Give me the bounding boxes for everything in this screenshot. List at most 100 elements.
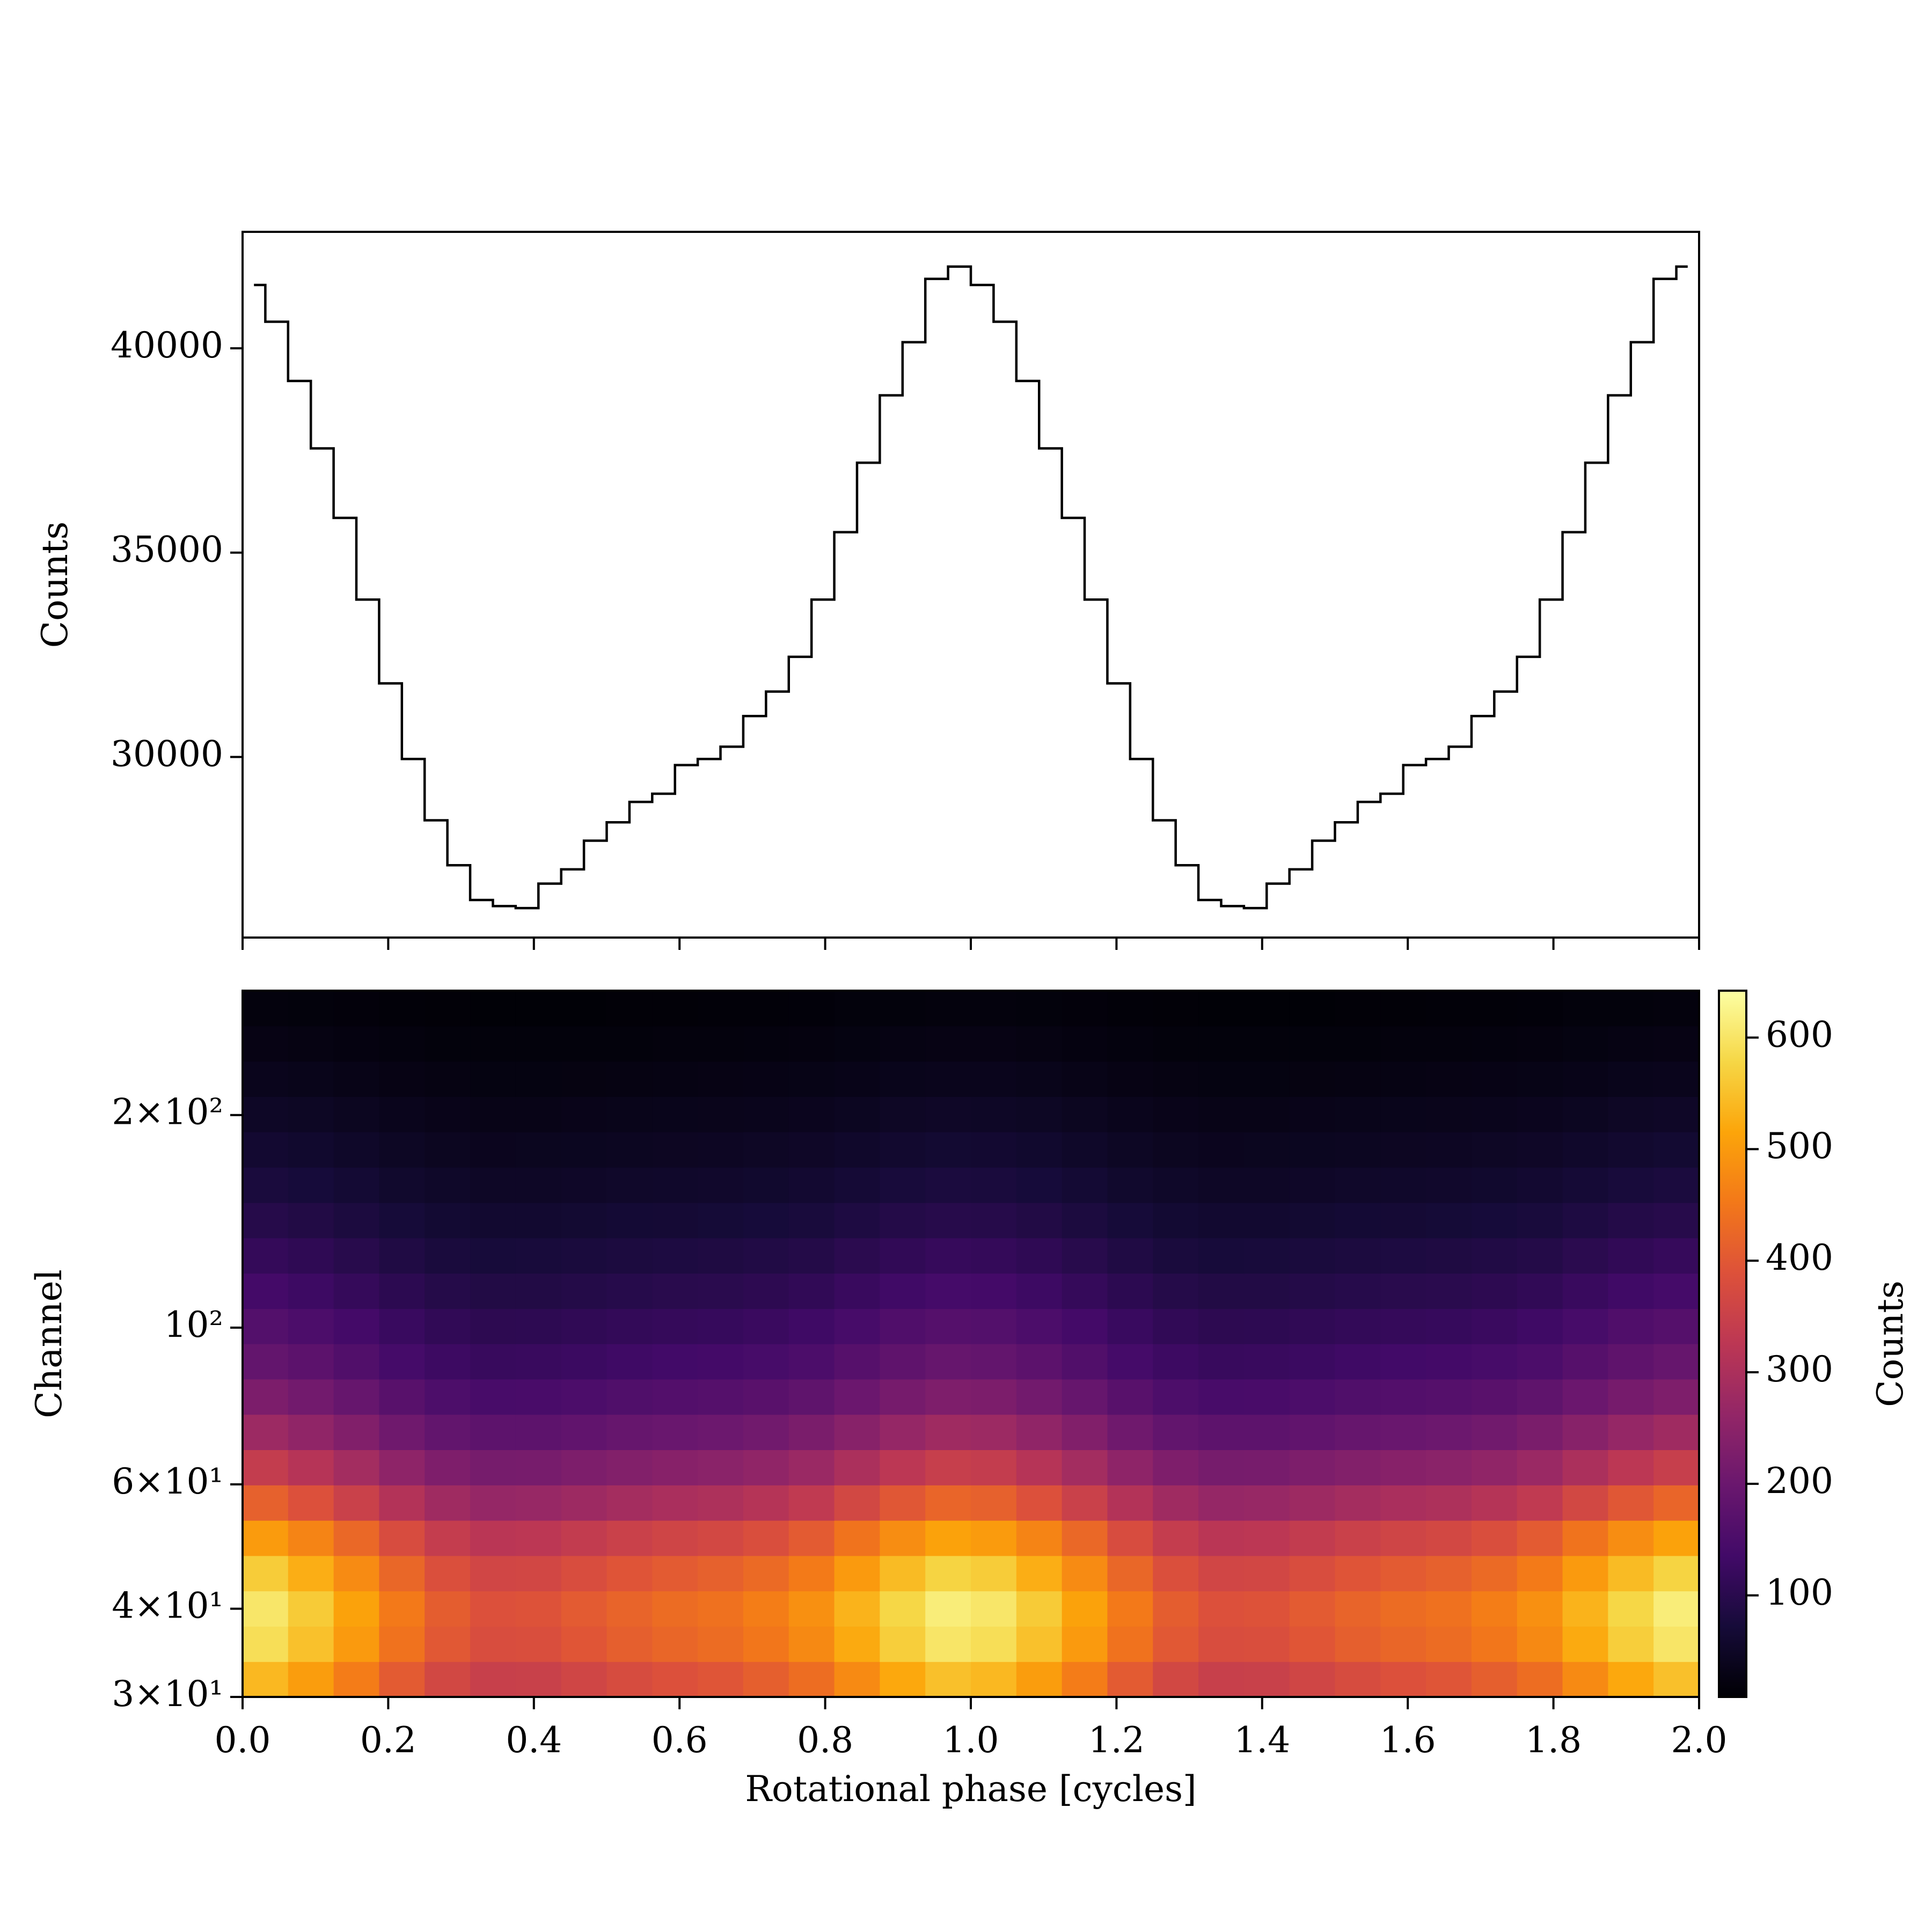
y-tick-label: 2×10² <box>112 1092 223 1133</box>
heatmap-cell <box>1517 1273 1563 1309</box>
heatmap-cell <box>425 1485 471 1521</box>
heatmap-cell <box>1016 1379 1063 1415</box>
y-tick-label: 6×10¹ <box>112 1461 223 1502</box>
heatmap-cell <box>1426 1096 1472 1132</box>
heatmap-cell <box>1471 1485 1518 1521</box>
heatmap-cell <box>788 1379 835 1415</box>
heatmap-cell <box>425 1379 471 1415</box>
heatmap-cell <box>880 1591 926 1627</box>
heatmap-cell <box>1153 1555 1199 1592</box>
heatmap-cell <box>1107 1203 1153 1239</box>
heatmap-cell <box>379 1061 425 1097</box>
heatmap-cell <box>743 1343 789 1380</box>
heatmap-cell <box>1198 1167 1245 1203</box>
heatmap-cell <box>425 1026 471 1062</box>
heatmap-cell <box>425 1414 471 1451</box>
heatmap-cell <box>743 1132 789 1168</box>
heatmap-cell <box>925 1167 971 1203</box>
heatmap-cell <box>1016 991 1063 1027</box>
heatmap-cell <box>606 1132 653 1168</box>
heatmap-cell <box>379 1238 425 1274</box>
heatmap-cell <box>606 1662 653 1697</box>
heatmap-cell <box>880 1061 926 1097</box>
heatmap-cell <box>333 1238 380 1274</box>
heatmap-cell <box>834 1414 880 1451</box>
heatmap-cell <box>743 1555 789 1592</box>
heatmap-cell <box>1335 1061 1381 1097</box>
heatmap-cell <box>1471 1026 1518 1062</box>
heatmap-cell <box>743 1167 789 1203</box>
heatmap-cell <box>1107 1662 1153 1697</box>
colorbar <box>1719 991 1746 1697</box>
heatmap-cell <box>379 1096 425 1132</box>
heatmap-cell <box>379 1414 425 1451</box>
heatmap-cell <box>1426 1555 1472 1592</box>
heatmap-cell <box>743 1626 789 1662</box>
heatmap-cell <box>698 1379 744 1415</box>
heatmap-cell <box>561 1626 608 1662</box>
heatmap-cell <box>698 1026 744 1062</box>
heatmap-cell <box>834 1026 880 1062</box>
heatmap-cell <box>288 1026 334 1062</box>
heatmap-cell <box>1198 1273 1245 1309</box>
heatmap-cell <box>1517 1379 1563 1415</box>
heatmap-cell <box>788 1238 835 1274</box>
heatmap-cell <box>243 1308 289 1344</box>
heatmap-cell <box>1107 1273 1153 1309</box>
heatmap-cell <box>1426 1591 1472 1627</box>
x-tick-label: 1.8 <box>1525 1719 1582 1761</box>
heatmap-cell <box>425 1450 471 1485</box>
heatmap-cell <box>1608 1626 1654 1662</box>
heatmap-cell <box>1608 1379 1654 1415</box>
heatmap-cell <box>1289 1061 1336 1097</box>
heatmap-cell <box>925 1450 971 1485</box>
heatmap-cell <box>1335 1167 1381 1203</box>
heatmap-cell <box>333 1662 380 1697</box>
heatmap-cell <box>1289 1308 1336 1344</box>
heatmap-cell <box>425 1238 471 1274</box>
heatmap-cell <box>880 1167 926 1203</box>
heatmap-cell <box>425 1555 471 1592</box>
heatmap-cell <box>1198 1450 1245 1485</box>
heatmap-cell <box>1153 1273 1199 1309</box>
heatmap-cell <box>1289 1450 1336 1485</box>
heatmap-cell <box>1198 1026 1245 1062</box>
heatmap-cell <box>1198 1626 1245 1662</box>
heatmap-cell <box>288 1520 334 1556</box>
heatmap-cell <box>1426 1132 1472 1168</box>
heatmap-cell <box>1107 1026 1153 1062</box>
heatmap-cell <box>333 1308 380 1344</box>
heatmap-cell <box>333 1026 380 1062</box>
heatmap-cell <box>515 1273 562 1309</box>
heatmap-cell <box>698 1061 744 1097</box>
heatmap-cell <box>1335 1026 1381 1062</box>
heatmap-cell <box>333 1132 380 1168</box>
heatmap-cell <box>1153 1485 1199 1521</box>
heatmap-cell <box>561 1591 608 1627</box>
heatmap-cell <box>470 1626 516 1662</box>
heatmap-cell <box>788 1273 835 1309</box>
heatmap-cell <box>1653 1026 1700 1062</box>
heatmap-cell <box>698 1343 744 1380</box>
heatmap-cell <box>1289 1273 1336 1309</box>
heatmap-cell <box>1426 1273 1472 1309</box>
heatmap-cell <box>698 1203 744 1239</box>
heatmap-cell <box>1243 991 1290 1027</box>
heatmap-cell <box>1380 1026 1426 1062</box>
profile-line <box>254 265 1688 910</box>
x-axis-label: Rotational phase [cycles] <box>745 1768 1196 1810</box>
heatmap-cell <box>606 1626 653 1662</box>
heatmap-cell <box>1426 1061 1472 1097</box>
heatmap-cell <box>1062 1096 1108 1132</box>
heatmap-cell <box>788 1132 835 1168</box>
heatmap-cell <box>1608 1167 1654 1203</box>
heatmap-cell <box>1380 1520 1426 1556</box>
heatmap-cell <box>834 1203 880 1239</box>
heatmap-cell <box>1653 1520 1700 1556</box>
heatmap-cell <box>788 1061 835 1097</box>
heatmap-cell <box>698 1167 744 1203</box>
heatmap-cell <box>561 1026 608 1062</box>
heatmap-cell <box>288 1167 334 1203</box>
x-tick-label: 0.4 <box>506 1719 562 1761</box>
